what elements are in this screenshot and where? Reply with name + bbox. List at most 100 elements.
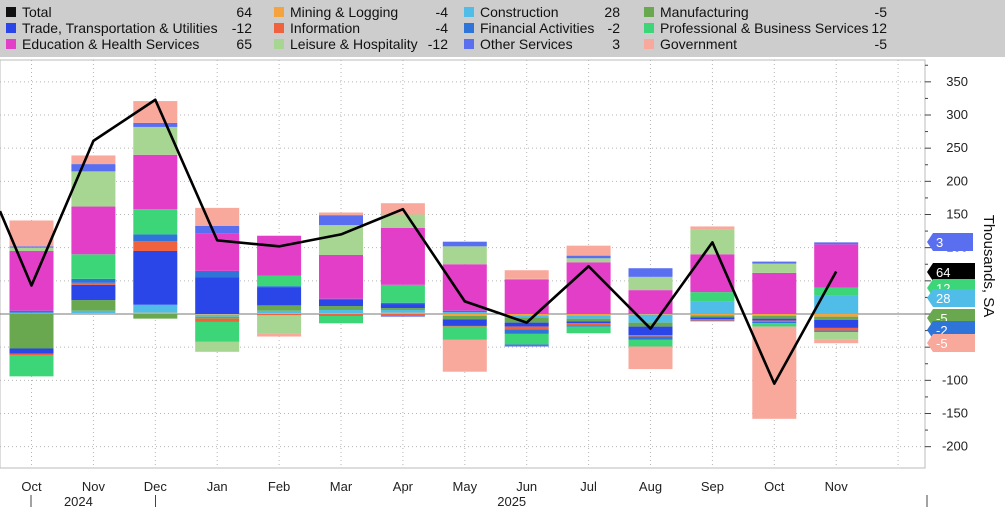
legend-item[interactable]: Manufacturing -5 xyxy=(644,4,887,20)
bar-segment xyxy=(752,320,797,322)
bar-segment xyxy=(133,314,178,319)
bar-segment xyxy=(319,299,363,307)
y-tick-label: -150 xyxy=(942,406,968,421)
bar-segment xyxy=(752,272,797,314)
legend-item[interactable]: Other Services 3 xyxy=(464,36,620,52)
bar-segment xyxy=(814,287,859,296)
bar-segment xyxy=(9,348,54,354)
bar-segment xyxy=(566,314,611,316)
bar-segment xyxy=(380,304,425,309)
bar-segment xyxy=(752,323,797,327)
legend-label: Manufacturing xyxy=(660,4,749,20)
bar-segment xyxy=(442,314,487,316)
legend-value: -2 xyxy=(607,20,620,36)
bar-segment xyxy=(133,122,178,127)
legend-label: Construction xyxy=(480,4,559,20)
legend-item[interactable]: Mining & Logging -4 xyxy=(274,4,448,20)
y-tick-label: -100 xyxy=(942,372,968,387)
bar-segment xyxy=(319,314,363,316)
bar-segment xyxy=(566,245,611,256)
bar-segment xyxy=(628,322,673,327)
y-tick-label: 200 xyxy=(946,173,968,188)
x-tick-label: Dec xyxy=(144,479,168,494)
legend-swatch xyxy=(464,23,474,33)
chart-legend: Total 64 Mining & Logging -4 Construction 28 M… xyxy=(0,0,1005,57)
bar-segment xyxy=(628,314,673,323)
bar-segment xyxy=(566,255,611,259)
bar-segment xyxy=(814,242,859,245)
bar-segment xyxy=(690,315,735,318)
legend-swatch xyxy=(274,39,284,49)
bar-segment xyxy=(690,314,735,316)
bar-segment xyxy=(133,126,178,155)
total-line xyxy=(0,98,838,385)
bar-segment xyxy=(133,154,178,210)
legend-item[interactable]: Professional & Business Services 12 xyxy=(644,20,887,36)
bar-segment xyxy=(504,329,549,334)
bar-segment xyxy=(442,339,487,372)
bar-segment xyxy=(195,341,240,352)
legend-item[interactable]: Leisure & Hospitality -12 xyxy=(274,36,448,52)
bar-segment xyxy=(504,344,549,347)
value-tag xyxy=(927,334,975,352)
bar-segment xyxy=(814,295,859,314)
legend-item[interactable]: Total 64 xyxy=(6,4,252,20)
bar-segment xyxy=(71,254,116,279)
bar-segment xyxy=(9,312,54,314)
bar-segment xyxy=(71,155,116,165)
bar-segment xyxy=(195,207,240,226)
bar-segment xyxy=(628,314,673,315)
legend-item[interactable]: Construction 28 xyxy=(464,4,620,20)
bar-segment xyxy=(504,270,549,279)
legend-swatch xyxy=(6,39,16,49)
y-axis-title: Thousands, SA xyxy=(980,215,997,318)
bar-segment xyxy=(71,278,116,283)
bar-segment xyxy=(257,286,302,288)
bar-segment xyxy=(195,314,240,315)
legend-value: 65 xyxy=(236,36,252,52)
bar-segment xyxy=(628,268,673,277)
bar-segment xyxy=(814,319,859,328)
bar-segment xyxy=(752,326,797,419)
bar-segment xyxy=(133,209,178,235)
bar-segment xyxy=(628,326,673,336)
bar-segment xyxy=(195,277,240,314)
bar-segment xyxy=(257,275,302,287)
legend-item[interactable]: Information -4 xyxy=(274,20,448,36)
bar-segment xyxy=(690,320,735,322)
bar-segment xyxy=(628,276,673,291)
year-label: 2025 xyxy=(497,494,526,509)
bar-segment xyxy=(319,313,363,314)
bar-segment xyxy=(752,314,797,316)
bar-segment xyxy=(257,305,302,311)
x-tick-label: Nov xyxy=(825,479,849,494)
bar-segment xyxy=(442,241,487,247)
bar-segment xyxy=(814,331,859,340)
legend-item[interactable]: Trade, Transportation & Utilities -12 xyxy=(6,20,252,36)
bar-segment xyxy=(319,212,363,216)
bar-segment xyxy=(9,310,54,313)
bar-segment xyxy=(566,325,611,327)
bar-segment xyxy=(442,310,487,313)
legend-label: Mining & Logging xyxy=(290,4,399,20)
bar-segment xyxy=(71,284,116,301)
bar-segment xyxy=(319,225,363,255)
legend-item[interactable]: Government -5 xyxy=(644,36,887,52)
legend-item[interactable]: Financial Activities -2 xyxy=(464,20,620,36)
legend-swatch xyxy=(274,7,284,17)
bar-segment xyxy=(319,310,363,314)
value-tag-label: 28 xyxy=(936,291,950,306)
legend-value: -4 xyxy=(435,4,448,20)
legend-swatch xyxy=(464,7,474,17)
bar-segment xyxy=(442,319,487,326)
bar-segment xyxy=(690,319,735,321)
bar-segment xyxy=(442,325,487,327)
bar-segment xyxy=(566,262,611,314)
bar-segment xyxy=(628,335,673,337)
bar-segment xyxy=(628,346,673,370)
value-tag-label: -5 xyxy=(936,336,948,351)
bar-segment xyxy=(566,315,611,319)
bar-segment xyxy=(566,318,611,322)
bar-segment xyxy=(195,318,240,322)
legend-item[interactable]: Education & Health Services 65 xyxy=(6,36,252,52)
